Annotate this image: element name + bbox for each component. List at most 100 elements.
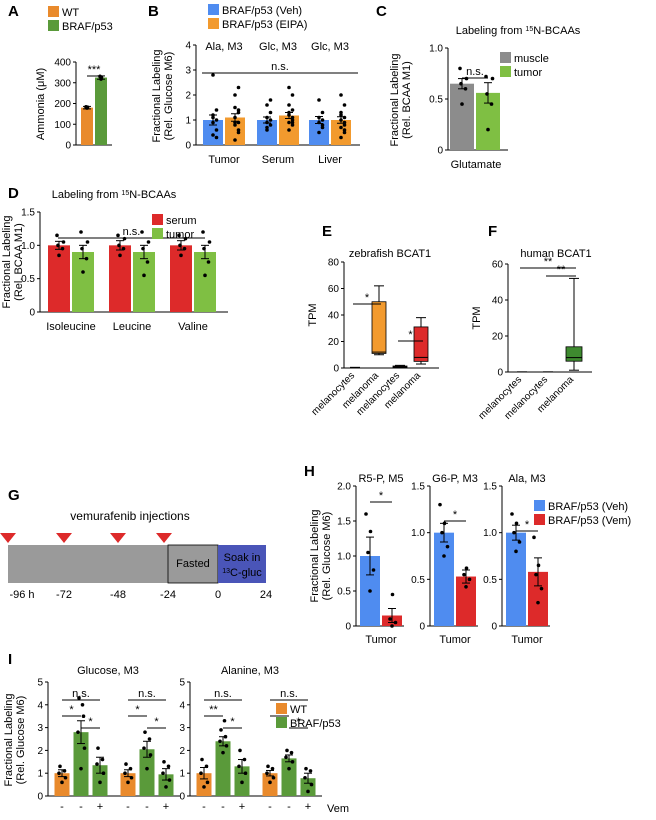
chart-I1-y-tick-label: 5 bbox=[179, 678, 185, 689]
x-label-D: Isoleucine bbox=[46, 321, 96, 333]
sig-I-label: n.s. bbox=[214, 688, 232, 700]
point-C bbox=[460, 102, 464, 106]
legend-H-label: BRAF/p53 (Vem) bbox=[548, 515, 631, 527]
y-label-D: Fractional Labeling bbox=[1, 216, 13, 309]
panel-letter: D bbox=[8, 185, 19, 202]
vem-sign-I: - bbox=[287, 801, 291, 813]
bar-I bbox=[215, 741, 231, 796]
point-B bbox=[233, 138, 237, 142]
point-I bbox=[100, 757, 105, 762]
point-H bbox=[532, 535, 536, 540]
point-D bbox=[203, 273, 207, 278]
point-C bbox=[484, 74, 488, 79]
point-I bbox=[221, 750, 225, 755]
point-B bbox=[339, 125, 343, 130]
point-I bbox=[164, 785, 168, 789]
legend-D-label: tumor bbox=[166, 229, 194, 241]
point-A bbox=[84, 105, 88, 109]
chart-C-y-tick-label: 0 bbox=[437, 146, 443, 157]
point-B bbox=[342, 130, 347, 135]
bar-B bbox=[203, 120, 223, 145]
sig-I-label: n.s. bbox=[280, 688, 298, 700]
point-I bbox=[58, 764, 62, 769]
point-B bbox=[268, 98, 273, 102]
point-I bbox=[224, 744, 229, 748]
point-B bbox=[320, 123, 325, 127]
point-I bbox=[126, 780, 130, 785]
chart-H2-y-tick-label: 1.5 bbox=[483, 482, 497, 493]
legend-I-swatch bbox=[276, 703, 287, 714]
chart-H1-y-tick-label: 1.0 bbox=[411, 528, 425, 539]
legend-D-label: serum bbox=[166, 215, 197, 227]
chart-title-C: Labeling from 15N-BCAAs bbox=[456, 25, 581, 37]
subplot-title-H: Ala, M3 bbox=[508, 473, 545, 485]
point-B bbox=[317, 115, 321, 120]
y-label-A: Ammonia (μM) bbox=[35, 68, 47, 140]
soak-segment bbox=[218, 545, 266, 583]
point-D bbox=[178, 243, 182, 248]
chart-I0-y-tick-label: 1 bbox=[37, 769, 43, 780]
injection-marker bbox=[156, 533, 172, 543]
point-C bbox=[485, 92, 489, 96]
y-label-F: TPM bbox=[471, 306, 483, 329]
point-I bbox=[123, 771, 127, 775]
point-D bbox=[118, 253, 122, 258]
point-C bbox=[490, 76, 495, 81]
bar-D bbox=[133, 252, 155, 312]
box bbox=[413, 326, 429, 362]
point-I bbox=[218, 739, 222, 744]
point-B bbox=[214, 135, 219, 140]
point-I bbox=[167, 778, 172, 782]
sig-H-label: * bbox=[525, 519, 530, 531]
point-I bbox=[200, 757, 204, 762]
chart-title-F: human BCAT1 bbox=[520, 248, 591, 260]
point-B bbox=[211, 73, 215, 77]
point-I bbox=[240, 780, 244, 785]
point-B bbox=[339, 135, 343, 140]
x-label-H: Tumor bbox=[439, 634, 471, 646]
legend-H-label: BRAF/p53 (Veh) bbox=[548, 501, 628, 513]
point-H bbox=[467, 577, 472, 582]
bar-D bbox=[72, 252, 94, 312]
chart-F-y-tick-label: 60 bbox=[492, 260, 504, 271]
chart-A-y-tick-label: 300 bbox=[54, 78, 71, 89]
point-H bbox=[514, 549, 518, 554]
sig-I-label: * bbox=[154, 716, 159, 728]
legend-B-label: BRAF/p53 (EIPA) bbox=[222, 19, 307, 31]
point-B bbox=[214, 128, 219, 132]
sig-I-label: n.s. bbox=[138, 688, 156, 700]
bar-I bbox=[139, 749, 155, 796]
point-B bbox=[290, 118, 295, 122]
point-B bbox=[268, 118, 273, 122]
point-I bbox=[237, 764, 241, 769]
point-I bbox=[79, 766, 83, 771]
point-H bbox=[388, 617, 392, 621]
sig-E-label: * bbox=[365, 292, 370, 304]
point-H bbox=[364, 512, 368, 516]
legend-B-swatch bbox=[208, 18, 219, 29]
subplot-title-I: Alanine, M3 bbox=[221, 665, 279, 677]
chart-A-y-tick-label: 200 bbox=[54, 99, 71, 110]
point-C bbox=[463, 87, 468, 91]
point-B bbox=[317, 120, 321, 125]
point-D bbox=[60, 246, 65, 251]
point-I bbox=[57, 771, 61, 775]
point-H bbox=[442, 554, 446, 558]
point-B bbox=[211, 113, 215, 117]
y-label-H: Fractional Labeling bbox=[309, 510, 321, 603]
point-B bbox=[236, 108, 241, 112]
point-I bbox=[81, 714, 86, 718]
point-B bbox=[339, 118, 343, 122]
x-label-H: Tumor bbox=[365, 634, 397, 646]
vem-sign-I: - bbox=[126, 801, 130, 813]
legend-C-label: tumor bbox=[514, 67, 542, 79]
point-I bbox=[143, 730, 147, 734]
vem-sign-I: + bbox=[97, 801, 103, 813]
point-H bbox=[366, 550, 370, 555]
point-B bbox=[320, 125, 325, 130]
point-I bbox=[161, 771, 165, 775]
point-I bbox=[124, 762, 128, 766]
point-H bbox=[445, 544, 450, 549]
point-B bbox=[290, 115, 295, 120]
